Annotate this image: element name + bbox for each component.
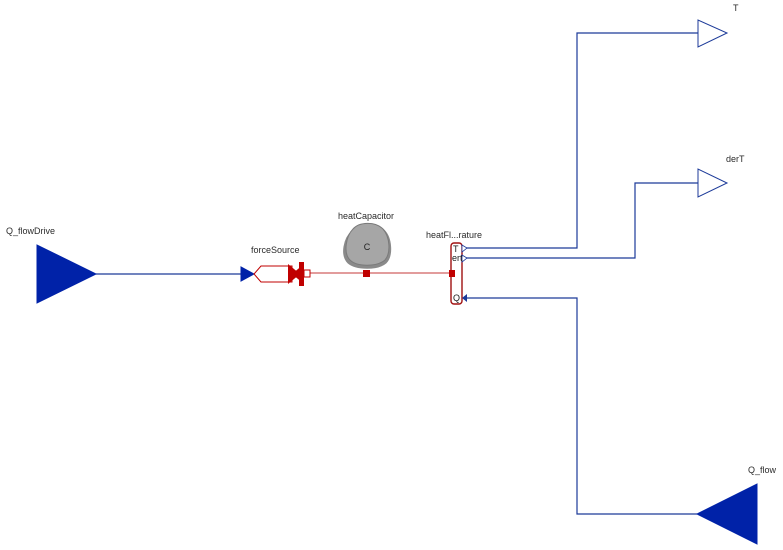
q-flow-block[interactable]: Q_flow [695, 465, 777, 545]
output-T-triangle-icon [697, 19, 729, 48]
connection-sensor-T[interactable] [465, 32, 698, 249]
q-flow-drive-label: Q_flowDrive [6, 226, 55, 236]
force-source-bar-icon [299, 262, 304, 286]
heat-flow-sensor-port-Q-label: Q [453, 293, 460, 303]
heat-flow-sensor-port-icon [449, 270, 455, 277]
output-T-block[interactable]: T [697, 3, 739, 48]
force-source-body-icon [253, 265, 293, 283]
heat-flow-sensor-block[interactable]: T ert Q heatFl...rature [426, 230, 482, 305]
heat-capacitor-icon-text: C [364, 242, 371, 252]
connection-qflow-sensor[interactable] [466, 297, 697, 515]
force-source-port-icon [303, 269, 311, 278]
force-source-block[interactable]: forceSource [240, 245, 311, 286]
output-derT-triangle-icon [697, 168, 729, 198]
heat-flow-sensor-port-der-label: ert [452, 253, 463, 263]
heat-capacitor-label: heatCapacitor [338, 211, 394, 221]
output-derT-label: derT [726, 154, 745, 164]
heat-flow-sensor-der-port-icon [461, 254, 468, 263]
heat-flow-sensor-Q-port-icon [462, 294, 467, 302]
heat-capacitor-blob-top-icon [345, 222, 390, 266]
heat-capacitor-block[interactable]: C heatCapacitor [338, 211, 394, 277]
q-flow-triangle-icon [695, 483, 758, 545]
connection-sensor-derT[interactable] [465, 182, 698, 259]
heat-flow-sensor-T-port-icon [461, 244, 468, 253]
heat-capacitor-port-icon [363, 270, 370, 277]
heat-flow-sensor-label: heatFl...rature [426, 230, 482, 240]
q-flow-label: Q_flow [748, 465, 777, 475]
force-source-input-port-icon [240, 266, 256, 282]
q-flow-drive-block[interactable]: Q_flowDrive [6, 226, 98, 304]
force-source-label: forceSource [251, 245, 300, 255]
output-derT-block[interactable]: derT [697, 154, 745, 198]
q-flow-drive-triangle-icon [36, 244, 98, 304]
heat-flow-sensor-port-T-label: T [453, 244, 459, 254]
output-T-label: T [733, 3, 739, 13]
